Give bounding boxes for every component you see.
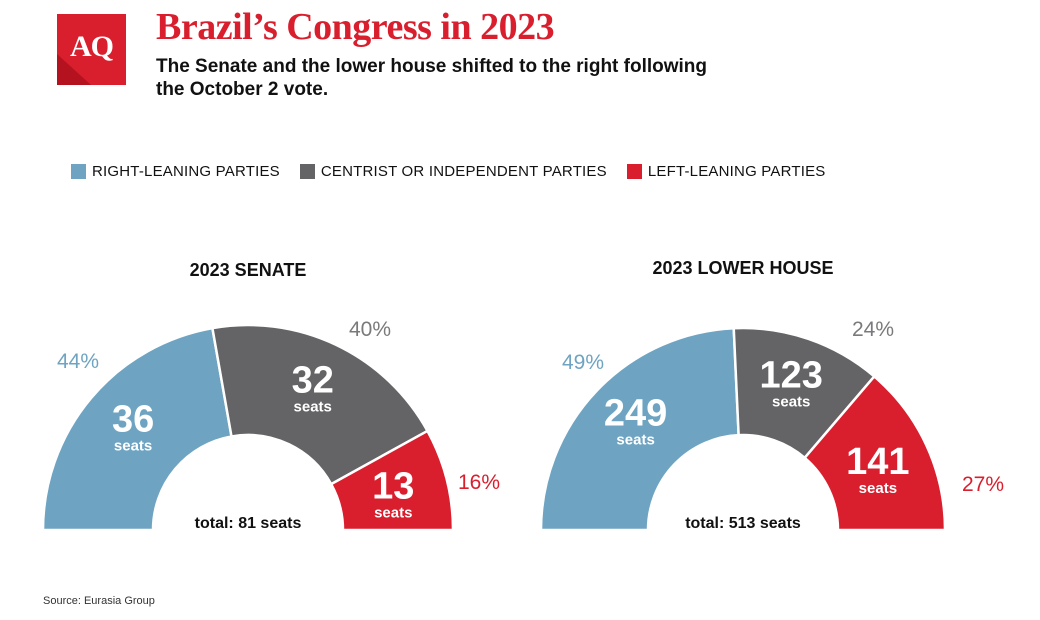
value-label-right-leaning-parties: 36: [112, 399, 154, 441]
slice-left-leaning-parties: [802, 374, 947, 532]
legend-label-left: LEFT-LEANING PARTIES: [647, 163, 826, 180]
legend-swatch-left: [626, 164, 642, 179]
total-label: total: 81 seats: [195, 515, 302, 532]
slice-centrist-or-independent-parties: [210, 323, 430, 486]
value-label-centrist-or-independent-parties: 32: [292, 360, 334, 402]
unit-label-centrist-or-independent-parties: seats: [294, 399, 332, 416]
unit-label-left-leaning-parties: seats: [859, 480, 897, 497]
unit-label-centrist-or-independent-parties: seats: [772, 394, 810, 411]
percent-label-right-leaning-parties: 44%: [57, 350, 99, 373]
percent-label-left-leaning-parties: 16%: [458, 471, 500, 494]
chart-title: Brazil’s Congress in 2023: [156, 6, 555, 48]
percent-label-centrist-or-independent-parties: 24%: [852, 318, 894, 341]
legend-item-right: RIGHT-LEANING PARTIES: [71, 163, 280, 180]
logo-text: AQ: [70, 30, 114, 63]
percent-label-centrist-or-independent-parties: 40%: [349, 318, 391, 341]
legend-label-centrist: CENTRIST OR INDEPENDENT PARTIES: [320, 163, 607, 180]
chart-subtitle: The Senate and the lower house shifted t…: [156, 56, 708, 100]
percent-label-right-leaning-parties: 49%: [562, 351, 604, 374]
value-label-centrist-or-independent-parties: 123: [760, 355, 823, 397]
percent-label-left-leaning-parties: 27%: [962, 473, 1004, 496]
logo-shape: [57, 54, 91, 85]
value-label-left-leaning-parties: 141: [846, 441, 909, 483]
chart-subtitle-2023-senate: 2023 SENATE: [190, 260, 307, 280]
value-label-left-leaning-parties: 13: [372, 466, 414, 508]
slice-left-leaning-parties: [329, 429, 455, 532]
unit-label-right-leaning-parties: seats: [616, 431, 654, 448]
unit-label-left-leaning-parties: seats: [374, 505, 412, 522]
source-note: Source: Eurasia Group: [43, 595, 155, 607]
unit-label-right-leaning-parties: seats: [114, 438, 152, 455]
value-label-right-leaning-parties: 249: [604, 392, 667, 434]
legend-item-centrist: CENTRIST OR INDEPENDENT PARTIES: [299, 163, 607, 180]
total-label: total: 513 seats: [685, 515, 801, 532]
legend-item-left: LEFT-LEANING PARTIES: [626, 163, 826, 180]
chart-subtitle-2023-lower-house: 2023 LOWER HOUSE: [652, 258, 833, 278]
slice-right-leaning-parties: [41, 326, 233, 532]
aq-logo: AQ: [57, 14, 126, 85]
legend-label-right: RIGHT-LEANING PARTIES: [92, 163, 280, 180]
legend-swatch-centrist: [299, 164, 315, 179]
legend: RIGHT-LEANING PARTIES CENTRIST OR INDEPE…: [71, 163, 846, 180]
slice-right-leaning-parties: [539, 326, 740, 532]
legend-swatch-right: [71, 164, 86, 179]
